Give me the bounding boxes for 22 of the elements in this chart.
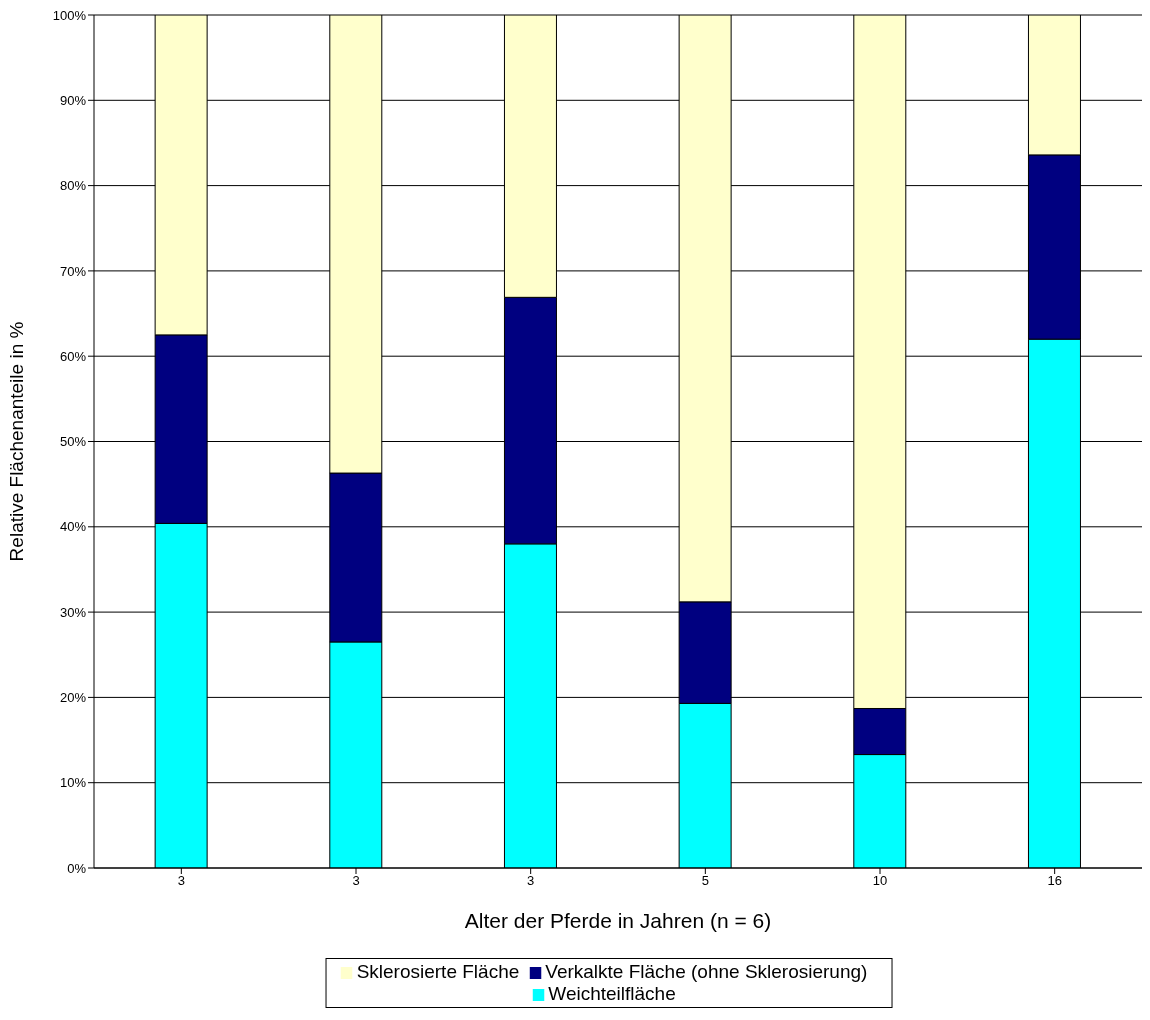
y-tick-label: 20%: [59, 690, 87, 706]
x-tick-label: 10: [872, 873, 888, 889]
x-tick-label: 3: [177, 873, 185, 889]
legend-label: Sklerosierte Fläche: [356, 961, 520, 982]
y-axis-title: Relative Flächenanteile in %: [5, 321, 27, 562]
y-tick-label: 30%: [59, 604, 87, 620]
x-tick-label: 3: [527, 873, 535, 889]
legend-label: Verkalkte Fläche (ohne Sklerosierung): [545, 961, 868, 982]
y-tick-label: 80%: [59, 178, 87, 194]
x-axis-title: Alter der Pferde in Jahren (n = 6): [464, 909, 772, 932]
y-tick-label: 70%: [59, 263, 87, 279]
y-tick-label: 40%: [59, 519, 87, 535]
legend-label: Weichteilfläche: [548, 983, 676, 1004]
x-tick-label: 3: [352, 873, 360, 889]
y-tick-label: 60%: [59, 348, 87, 364]
x-tick-label: 16: [1047, 873, 1062, 889]
x-tick-label: 5: [701, 873, 709, 889]
y-tick-label: 0%: [67, 860, 87, 876]
y-tick-label: 90%: [59, 92, 87, 108]
y-tick-label: 50%: [59, 434, 87, 450]
y-tick-label: 100%: [52, 7, 87, 23]
y-tick-label: 10%: [59, 775, 87, 791]
